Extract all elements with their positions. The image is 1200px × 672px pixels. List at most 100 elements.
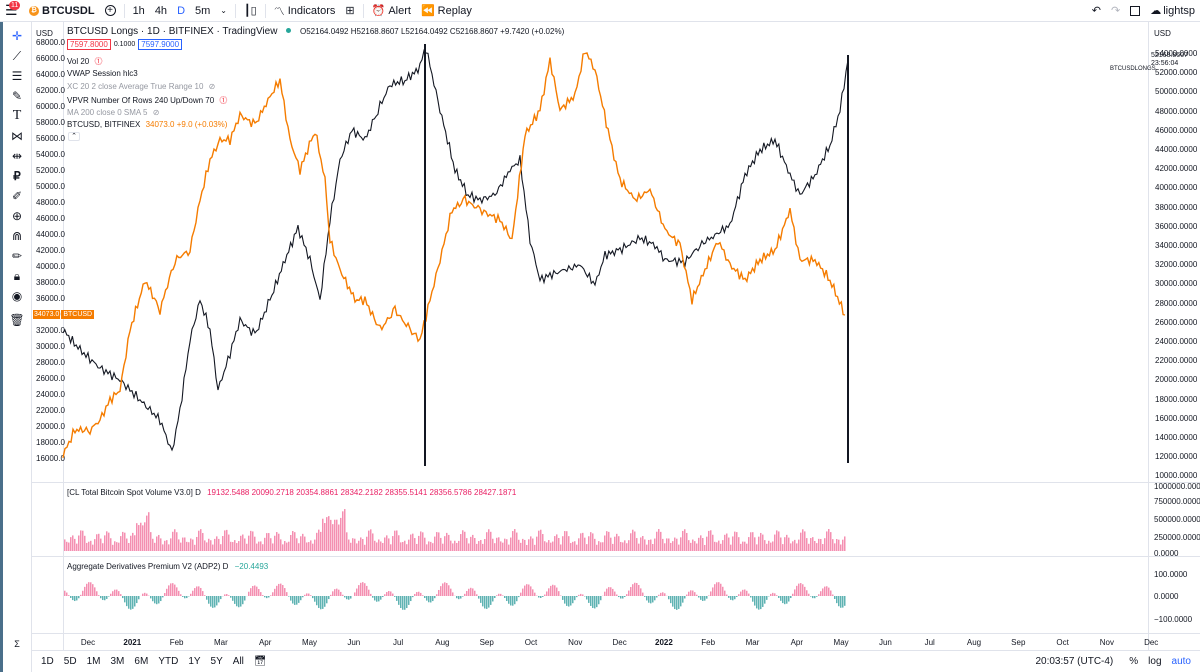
volume-legend[interactable]: [CL Total Bitcoin Spot Volume V3.0] D 19…: [67, 488, 516, 497]
collapse-legend-button[interactable]: ⌃: [68, 132, 80, 141]
volume-bar: [776, 530, 778, 551]
volume-bar: [206, 542, 208, 551]
volume-bar: [332, 524, 334, 551]
volume-bar: [102, 543, 104, 551]
layout-select-button[interactable]: [1125, 0, 1145, 22]
range-1m[interactable]: 1M: [86, 656, 101, 667]
left-axis-label: 40000.0: [36, 262, 65, 271]
add-symbol-button[interactable]: +: [100, 0, 121, 22]
left-price-axis[interactable]: USD 68000.0 66000.0 64000.0 62000.0 60000.0 5…: [33, 22, 65, 482]
volume-bar: [130, 535, 132, 551]
volume-bar: [226, 529, 228, 551]
study-vwap[interactable]: VWAP Session hlc3: [67, 69, 138, 78]
alert-button[interactable]: ⏰ Alert: [367, 0, 416, 22]
range-5y[interactable]: 5Y: [210, 656, 223, 667]
adp-bar-negative: [624, 596, 626, 597]
study-ma[interactable]: MA 200 close 0 SMA 5 ⊘: [67, 108, 159, 117]
cloud-save-button[interactable]: ☁ lightsp: [1145, 0, 1200, 22]
replay-button[interactable]: ⏪ Replay: [416, 0, 477, 22]
delete-tool[interactable]: 🗑︎: [7, 312, 27, 328]
time-tick: Feb: [169, 638, 184, 647]
volume-bar: [110, 538, 112, 551]
left-axis-label: 52000.0: [36, 166, 65, 175]
price-tool[interactable]: ₽: [7, 168, 27, 184]
vol-axis-label: 500000.0000: [1154, 515, 1200, 524]
undo-button[interactable]: ↶: [1087, 0, 1106, 22]
hide-tool[interactable]: ◉: [7, 288, 27, 304]
adp-bar-positive: [546, 591, 548, 596]
fib-tool[interactable]: ☰: [7, 68, 27, 84]
range-1d[interactable]: 1D: [41, 656, 54, 667]
clock[interactable]: 20:03:57 (UTC-4): [1035, 656, 1114, 667]
study-vol[interactable]: Vol 20 ⓵: [67, 56, 102, 67]
time-tick: Dec: [612, 638, 627, 647]
buy-price-button[interactable]: 7597.9000: [138, 39, 183, 50]
redo-button[interactable]: ↷: [1106, 0, 1125, 22]
menu-button[interactable]: ☰ 11: [0, 0, 24, 22]
range-all[interactable]: All: [232, 656, 244, 667]
volume-bar: [288, 541, 290, 551]
auto-toggle[interactable]: auto: [1171, 656, 1191, 667]
study-vpvr[interactable]: VPVR Number Of Rows 240 Up/Down 70 ⓵: [67, 95, 227, 106]
volume-bar: [152, 538, 154, 551]
interval-5m[interactable]: 5m: [195, 4, 211, 17]
symbol-info-tool[interactable]: Σ: [7, 636, 27, 652]
volume-bar: [826, 531, 828, 551]
study-btcusd[interactable]: BTCUSD, BITFINEX 34073.0 +9.0 (+0.03%): [67, 120, 227, 129]
adp-bar-negative: [208, 596, 210, 604]
range-5d[interactable]: 5D: [63, 656, 77, 667]
left-axis-label: 50000.0: [36, 182, 65, 191]
adp-bar-positive: [146, 593, 148, 596]
pattern-tool[interactable]: ⋈: [7, 128, 27, 144]
trendline-tool[interactable]: ⟋: [7, 48, 27, 64]
indicators-button[interactable]: 〽 Indicators: [269, 0, 341, 22]
lock-tool[interactable]: 🔒︎: [7, 268, 27, 284]
range-ytd[interactable]: YTD: [158, 656, 179, 667]
sell-price-button[interactable]: 7597.8000: [67, 39, 111, 50]
date-range-button[interactable]: 📅︎: [249, 656, 272, 667]
study-xc[interactable]: XC 20 2 close Average True Range 10 ⊘: [67, 82, 215, 91]
magnet-tool[interactable]: ⋒: [7, 228, 27, 244]
volume-bar: [608, 531, 610, 551]
interval-dropdown[interactable]: ⌄: [215, 0, 232, 22]
ruler-tool[interactable]: ✐: [7, 188, 27, 204]
chart-type-button[interactable]: ┃▯: [239, 0, 262, 22]
interval-4h[interactable]: 4h: [154, 4, 168, 17]
adp-bar-negative: [314, 596, 316, 602]
stay-drawing-tool[interactable]: ✏: [7, 248, 27, 264]
range-3m[interactable]: 3M: [110, 656, 125, 667]
symbol-search[interactable]: ₿ BTCUSDL: [24, 0, 100, 22]
adp-bar-negative: [780, 596, 782, 601]
adp-bar-positive: [358, 585, 360, 596]
adp-legend[interactable]: Aggregate Derivatives Premium V2 (ADP2) …: [67, 562, 268, 571]
chart-title[interactable]: BTCUSD Longs · 1D · BITFINEX · TradingVi…: [67, 26, 278, 37]
right-axis-label: 28000.0000: [1155, 298, 1198, 308]
time-axis[interactable]: Dec 2021 Feb Mar Apr May Jun Jul Aug Sep Oct Nov Dec…: [63, 636, 1158, 650]
measure-tool[interactable]: ⇹: [7, 148, 27, 164]
volume-axis[interactable]: 1000000.0000 750000.0000 500000.0000 250…: [1149, 482, 1200, 558]
range-6m[interactable]: 6M: [134, 656, 149, 667]
crosshair-tool[interactable]: ✛: [7, 28, 27, 44]
log-toggle[interactable]: log: [1148, 656, 1162, 667]
interval-d[interactable]: D: [177, 4, 186, 17]
layouts-button[interactable]: ⊞: [340, 0, 359, 22]
adp-bar-positive: [798, 583, 800, 596]
interval-1h[interactable]: 1h: [132, 4, 145, 17]
adp-bar-positive: [832, 594, 834, 596]
percent-toggle[interactable]: %: [1129, 656, 1139, 667]
range-1y[interactable]: 1Y: [188, 656, 201, 667]
brush-tool[interactable]: ✎: [7, 88, 27, 104]
adp-bar-positive: [84, 586, 86, 596]
adp-bar-positive: [368, 589, 370, 596]
adp-bar-positive: [662, 592, 664, 596]
right-price-axis[interactable]: USD 54000.0000 52000.0000 50000.0000 48000.…: [1149, 22, 1200, 482]
zoom-tool[interactable]: ⊕: [7, 208, 27, 224]
adp-bar-negative: [318, 596, 320, 608]
text-tool[interactable]: T: [7, 108, 27, 124]
adp-bar-negative: [812, 596, 814, 599]
adp-bar-negative: [292, 596, 294, 604]
volume-bar: [800, 532, 802, 551]
time-tick: Mar: [745, 638, 760, 647]
adp-axis[interactable]: 100.0000 0.0000 −100.0000: [1149, 556, 1200, 633]
adp-bar-negative: [206, 596, 208, 600]
